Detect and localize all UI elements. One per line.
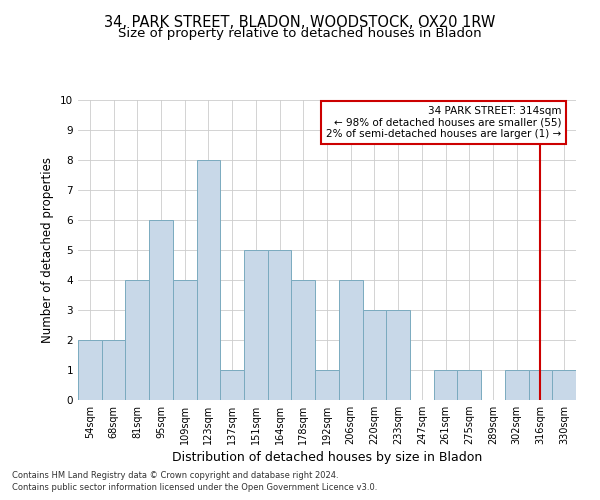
Bar [149,220,173,400]
Bar [552,370,576,400]
Bar [362,310,386,400]
Text: Size of property relative to detached houses in Bladon: Size of property relative to detached ho… [118,28,482,40]
Bar [102,340,125,400]
Bar [339,280,362,400]
Text: 34, PARK STREET, BLADON, WOODSTOCK, OX20 1RW: 34, PARK STREET, BLADON, WOODSTOCK, OX20… [104,15,496,30]
Bar [197,160,220,400]
Bar [220,370,244,400]
Text: Contains HM Land Registry data © Crown copyright and database right 2024.: Contains HM Land Registry data © Crown c… [12,471,338,480]
Bar [125,280,149,400]
Bar [386,310,410,400]
Bar [173,280,197,400]
Y-axis label: Number of detached properties: Number of detached properties [41,157,55,343]
X-axis label: Distribution of detached houses by size in Bladon: Distribution of detached houses by size … [172,452,482,464]
Text: Contains public sector information licensed under the Open Government Licence v3: Contains public sector information licen… [12,484,377,492]
Text: 34 PARK STREET: 314sqm
← 98% of detached houses are smaller (55)
2% of semi-deta: 34 PARK STREET: 314sqm ← 98% of detached… [326,106,561,139]
Bar [315,370,339,400]
Bar [78,340,102,400]
Bar [292,280,315,400]
Bar [457,370,481,400]
Bar [434,370,457,400]
Bar [505,370,529,400]
Bar [529,370,552,400]
Bar [244,250,268,400]
Bar [268,250,292,400]
